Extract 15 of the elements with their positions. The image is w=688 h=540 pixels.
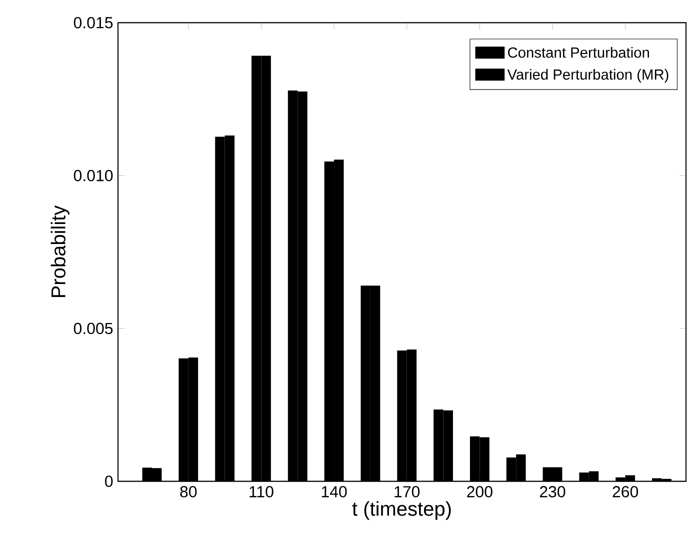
- y-axis-title: Probability: [50, 205, 70, 298]
- legend-label: Constant Perturbation: [508, 46, 649, 58]
- y-tick-label: 0: [105, 476, 113, 487]
- y-tick-label: 0.015: [74, 17, 113, 28]
- x-tick-label: 260: [612, 486, 638, 498]
- y-tick-label: 0.010: [74, 170, 113, 182]
- x-tick-label: 170: [394, 486, 420, 498]
- x-tick-label: 200: [467, 486, 492, 498]
- x-axis-title: t (timestep): [352, 501, 451, 520]
- legend-label: Varied Perturbation (MR): [507, 68, 668, 83]
- x-tick-label: 80: [180, 486, 197, 498]
- y-tick-label: 0.005: [74, 322, 113, 334]
- x-tick-label: 140: [322, 486, 347, 498]
- x-tick-label: 230: [540, 486, 566, 498]
- x-tick-label: 110: [250, 486, 274, 498]
